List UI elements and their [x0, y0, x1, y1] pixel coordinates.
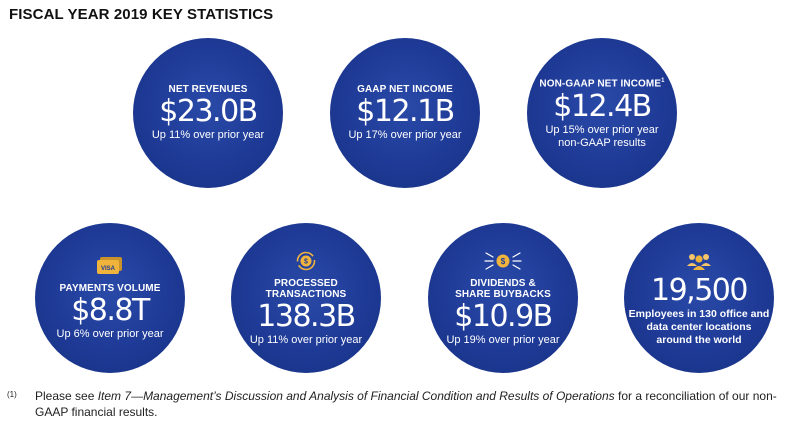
stat-note: Up 6% over prior year	[56, 328, 164, 340]
stat-label-text: NON-GAAP NET INCOME	[539, 78, 662, 90]
stat-payments-volume: VISA PAYMENTS VOLUME $8.8T Up 6% over pr…	[35, 223, 185, 373]
stat-label-line2: SHARE BUYBACKS	[455, 288, 551, 300]
stat-net-revenues: NET REVENUES $23.0B Up 11% over prior ye…	[133, 38, 283, 188]
svg-text:$: $	[304, 258, 308, 265]
stat-label: NET REVENUES	[168, 84, 248, 95]
stat-employees: 19,500 Employees in 130 office and data …	[624, 223, 774, 373]
stat-label-line2: TRANSACTIONS	[265, 288, 347, 300]
people-icon	[687, 253, 711, 270]
footnote-text-pre: Please see	[35, 389, 98, 403]
footnote-ref: 1	[661, 78, 665, 85]
stat-gaap-net-income: GAAP NET INCOME $12.1B Up 17% over prior…	[330, 38, 480, 188]
stat-value: 138.3B	[257, 298, 356, 334]
stat-note: Up 17% over prior year	[348, 129, 462, 141]
visa-card-text: VISA	[101, 266, 116, 272]
svg-text:$: $	[501, 257, 506, 266]
stat-value: $12.1B	[356, 94, 455, 129]
stat-note: Up 11% over prior year	[249, 333, 363, 346]
footnote-mark: (1)	[7, 390, 17, 399]
coin-burst-icon: $	[484, 251, 522, 270]
stat-processed-transactions: $ PROCESSED TRANSACTIONS 138.3B Up 11% o…	[231, 223, 381, 373]
stat-value: $12.4B	[553, 88, 652, 124]
coin-cycle-icon: $	[296, 251, 316, 270]
stat-note-line3: around the world	[656, 333, 742, 346]
footnote: (1) Please see Item 7—Management’s Discu…	[7, 388, 795, 420]
stat-value: $23.0B	[159, 94, 258, 129]
stat-note: Up 11% over prior year	[151, 129, 265, 141]
stat-label: GAAP NET INCOME	[357, 84, 453, 95]
stat-value: $10.9B	[454, 298, 553, 334]
stat-label: PAYMENTS VOLUME	[59, 283, 161, 294]
stat-dividends-buybacks: $ DIVIDENDS & SHARE BUYBACKS $10.9B Up 1…	[428, 223, 578, 373]
stat-value: 19,500	[651, 272, 748, 308]
stat-non-gaap-net-income: NON-GAAP NET INCOME1 $12.4B Up 15% over …	[527, 38, 677, 188]
page-title: FISCAL YEAR 2019 KEY STATISTICS	[9, 6, 274, 23]
stat-value: $8.8T	[71, 293, 150, 328]
stat-note-line1: Employees in 130 office and	[628, 307, 770, 320]
stat-note-line1: Up 15% over prior year	[545, 123, 659, 136]
stat-label: NON-GAAP NET INCOME1	[539, 76, 664, 89]
stat-label-line1: PROCESSED	[274, 277, 338, 289]
stat-note-line2: data center locations	[646, 320, 752, 333]
footnote-text-post: for a reconciliation of our non-GAAP fin…	[35, 389, 777, 419]
stat-note: Up 19% over prior year	[446, 333, 560, 346]
stat-label-line1: DIVIDENDS &	[470, 277, 536, 289]
visa-card-icon: VISA	[97, 257, 122, 274]
stat-note-line2: non-GAAP results	[558, 136, 646, 149]
footnote-item-reference: Item 7—Management’s Discussion and Analy…	[97, 389, 615, 403]
